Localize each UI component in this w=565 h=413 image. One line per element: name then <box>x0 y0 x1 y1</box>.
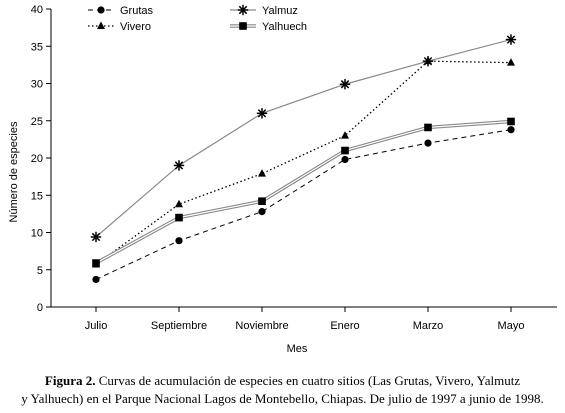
series-line-yalmuz <box>95 38 512 238</box>
series-line-inner-yalhuech <box>95 120 512 264</box>
series-line-vivero <box>95 60 512 266</box>
legend: Grutas Vivero Yalmuz Yalhuech <box>88 4 307 33</box>
series-grutas <box>92 126 515 284</box>
legend-marker-yalmuz <box>237 4 249 16</box>
data-point-grutas <box>424 139 432 147</box>
caption-line2: y Yalhuech) en el Parque Nacional Lagos … <box>21 391 544 406</box>
series-vivero <box>92 56 515 268</box>
chart: 0 5 10 15 20 25 30 35 40 Julio Septiembre Noviembre… <box>8 4 557 355</box>
x-tick-label: Septiembre <box>151 320 207 332</box>
y-tick-label: 10 <box>31 228 43 240</box>
y-tick-label: 20 <box>31 153 43 165</box>
legend-label-vivero: Vivero <box>120 21 151 33</box>
data-point-yalmuz <box>90 231 102 243</box>
y-tick-label: 25 <box>31 116 43 128</box>
x-tick-label: Marzo <box>413 320 444 332</box>
legend-item-grutas: Grutas <box>88 5 154 17</box>
data-point-yalmuz <box>422 55 434 67</box>
x-tick-label: Julio <box>85 320 108 332</box>
series-yalmuz <box>90 34 517 243</box>
y-tick-label: 15 <box>31 190 43 202</box>
x-tick-label: Noviembre <box>235 320 288 332</box>
data-point-vivero <box>507 58 515 66</box>
legend-marker-grutas <box>97 6 105 14</box>
legend-item-vivero: Vivero <box>88 21 151 33</box>
data-point-yalhuech <box>507 117 515 126</box>
data-point-yalmuz <box>173 160 185 171</box>
data-point-grutas <box>92 275 100 284</box>
legend-marker-yalhuech <box>239 22 247 30</box>
data-point-yalhuech <box>92 259 100 267</box>
data-point-yalmuz <box>505 34 517 45</box>
series-line-grutas <box>95 129 512 280</box>
legend-label-yalhuech: Yalhuech <box>262 21 307 33</box>
y-tick-label: 35 <box>31 41 43 53</box>
legend-item-yalhuech: Yalhuech <box>230 21 307 33</box>
data-point-yalhuech <box>424 123 432 132</box>
data-point-yalmuz <box>256 108 268 119</box>
legend-label-yalmuz: Yalmuz <box>262 5 298 17</box>
x-tick-label: Enero <box>330 320 359 332</box>
caption-label: Figura 2. <box>44 373 96 388</box>
y-tick-label: 40 <box>31 4 43 16</box>
y-tick-label: 30 <box>31 79 43 91</box>
data-point-vivero <box>341 131 349 139</box>
caption-line1: Curvas de acumulación de especies en cua… <box>95 373 521 388</box>
series-layer <box>90 34 517 284</box>
legend-marker-vivero <box>97 21 105 29</box>
data-point-yalhuech <box>341 146 349 155</box>
axes: 0 5 10 15 20 25 30 35 40 Julio Septiembre Noviembre… <box>31 4 557 332</box>
x-tick-label: Mayo <box>498 320 525 332</box>
y-axis-label: Número de especies <box>8 121 20 222</box>
data-point-grutas <box>175 237 183 245</box>
data-point-vivero <box>175 199 183 208</box>
figure-caption: Figura 2. Curvas de acumulación de espec… <box>0 372 565 408</box>
series-line-yalhuech <box>95 119 512 265</box>
data-point-grutas <box>507 126 515 134</box>
data-point-grutas <box>341 155 349 164</box>
data-point-yalhuech <box>175 213 183 222</box>
series-yalhuech <box>92 117 515 267</box>
data-point-grutas <box>258 208 266 216</box>
data-point-yalhuech <box>258 197 266 206</box>
legend-label-grutas: Grutas <box>120 5 154 17</box>
y-tick-label: 5 <box>37 265 43 277</box>
y-tick-label: 0 <box>37 302 43 314</box>
data-point-vivero <box>258 169 266 177</box>
x-axis-label: Mes <box>287 343 308 355</box>
legend-item-yalmuz: Yalmuz <box>230 4 298 17</box>
data-point-yalmuz <box>339 79 351 90</box>
